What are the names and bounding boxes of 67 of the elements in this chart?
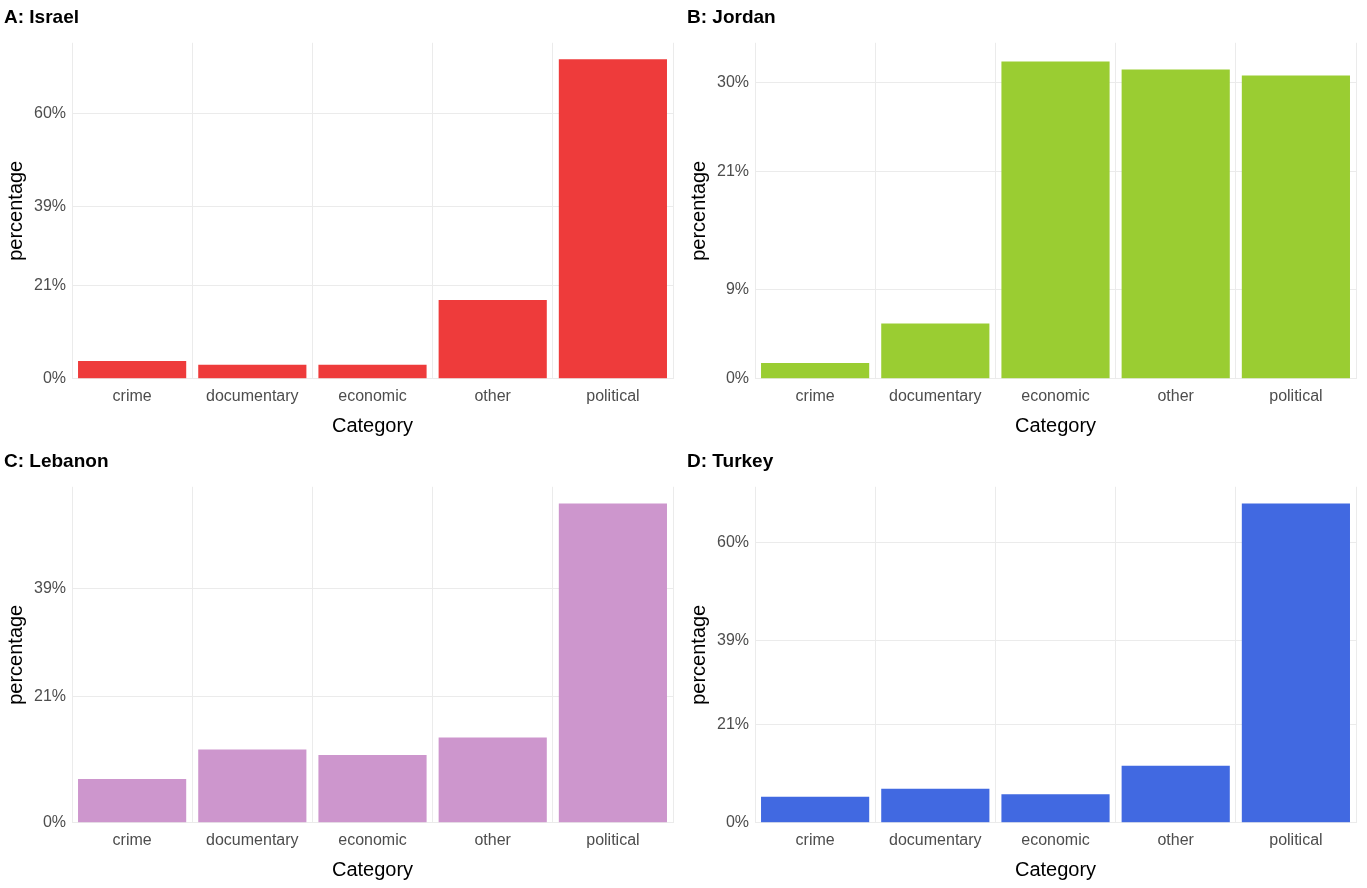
bar [318,364,427,379]
x-tick-label: other [1157,386,1195,404]
bar [1241,503,1350,823]
bar [1121,765,1230,823]
x-tick-label: other [1157,830,1195,848]
bar [558,503,667,823]
y-tick-label: 0% [725,813,750,831]
bar [438,300,547,379]
y-tick-label: 30% [716,72,750,90]
x-tick-label: economic [1021,830,1090,848]
x-tick-label: documentary [206,386,299,404]
y-tick-label: 39% [716,631,750,649]
y-tick-label: 0% [42,369,67,387]
y-tick-label: 21% [33,276,67,294]
y-axis-title: percentage [686,604,709,705]
bar [318,755,427,823]
bar [1121,69,1230,379]
x-tick-label: crime [795,386,835,404]
y-axis-title: percentage [686,160,709,261]
x-tick-label: documentary [889,386,982,404]
x-tick-label: other [474,830,512,848]
y-tick-label: 60% [716,533,750,551]
x-tick-label: documentary [889,830,982,848]
y-tick-label: 39% [33,579,67,597]
x-axis-title: Category [331,857,414,880]
y-tick-label: 60% [33,103,67,121]
chart-title: D: Turkey [687,449,774,471]
bar [558,59,667,379]
chart-title: A: Israel [4,5,79,27]
y-tick-label: 0% [725,369,750,387]
x-tick-label: political [586,830,640,848]
chart-title: B: Jordan [687,5,776,27]
y-tick-label: 0% [42,813,67,831]
y-tick-label: 9% [725,280,750,298]
bar [78,779,187,823]
x-tick-label: political [1269,386,1323,404]
y-tick-label: 21% [33,687,67,705]
bar [198,364,307,379]
y-tick-label: 39% [33,196,67,214]
x-tick-label: other [474,386,512,404]
x-axis-title: Category [1014,857,1097,880]
y-tick-label: 21% [716,161,750,179]
bar [438,737,547,823]
y-axis-title: percentage [3,604,26,705]
x-tick-label: crime [795,830,835,848]
bar [1241,75,1350,379]
x-tick-label: crime [112,830,152,848]
y-tick-label: 21% [716,715,750,733]
chart-title: C: Lebanon [4,449,109,471]
x-tick-label: political [1269,830,1323,848]
x-tick-label: crime [112,386,152,404]
x-tick-label: economic [338,386,407,404]
x-axis-title: Category [331,413,414,436]
x-tick-label: political [586,386,640,404]
bar [761,362,870,379]
bar [761,796,870,823]
bar [881,323,990,379]
y-axis-title: percentage [3,160,26,261]
bar [1001,794,1110,823]
bar [198,749,307,823]
bar [881,788,990,823]
bar [78,361,187,379]
x-axis-title: Category [1014,413,1097,436]
x-tick-label: economic [338,830,407,848]
bar [1001,61,1110,379]
x-tick-label: economic [1021,386,1090,404]
x-tick-label: documentary [206,830,299,848]
